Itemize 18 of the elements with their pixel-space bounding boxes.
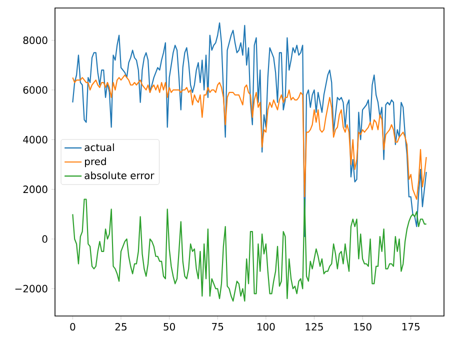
y-tick-label: 2000 <box>23 186 48 194</box>
y-tick-label: 8000 <box>23 36 48 44</box>
y-tick-label: 4000 <box>23 136 48 144</box>
x-tick-label: 175 <box>402 323 420 330</box>
x-tick-label: 100 <box>258 322 275 331</box>
x-tick-label: 150 <box>354 322 372 331</box>
legend-label: absolute error <box>84 172 154 180</box>
line-series <box>72 198 427 302</box>
legend-label: pred <box>85 157 106 168</box>
x-tick-label: 0 <box>70 322 76 331</box>
legend-label: actual <box>84 143 114 152</box>
x-tick-label: 50 <box>164 322 175 331</box>
y-tick-label: −2000 <box>15 284 48 292</box>
y-tick-label: 6000 <box>23 86 48 94</box>
y-tick-label: 0 <box>42 235 48 243</box>
x-tick-label: 75 <box>212 323 224 330</box>
x-tick-label: 25 <box>115 322 126 331</box>
x-tick-label: 125 <box>306 322 323 331</box>
